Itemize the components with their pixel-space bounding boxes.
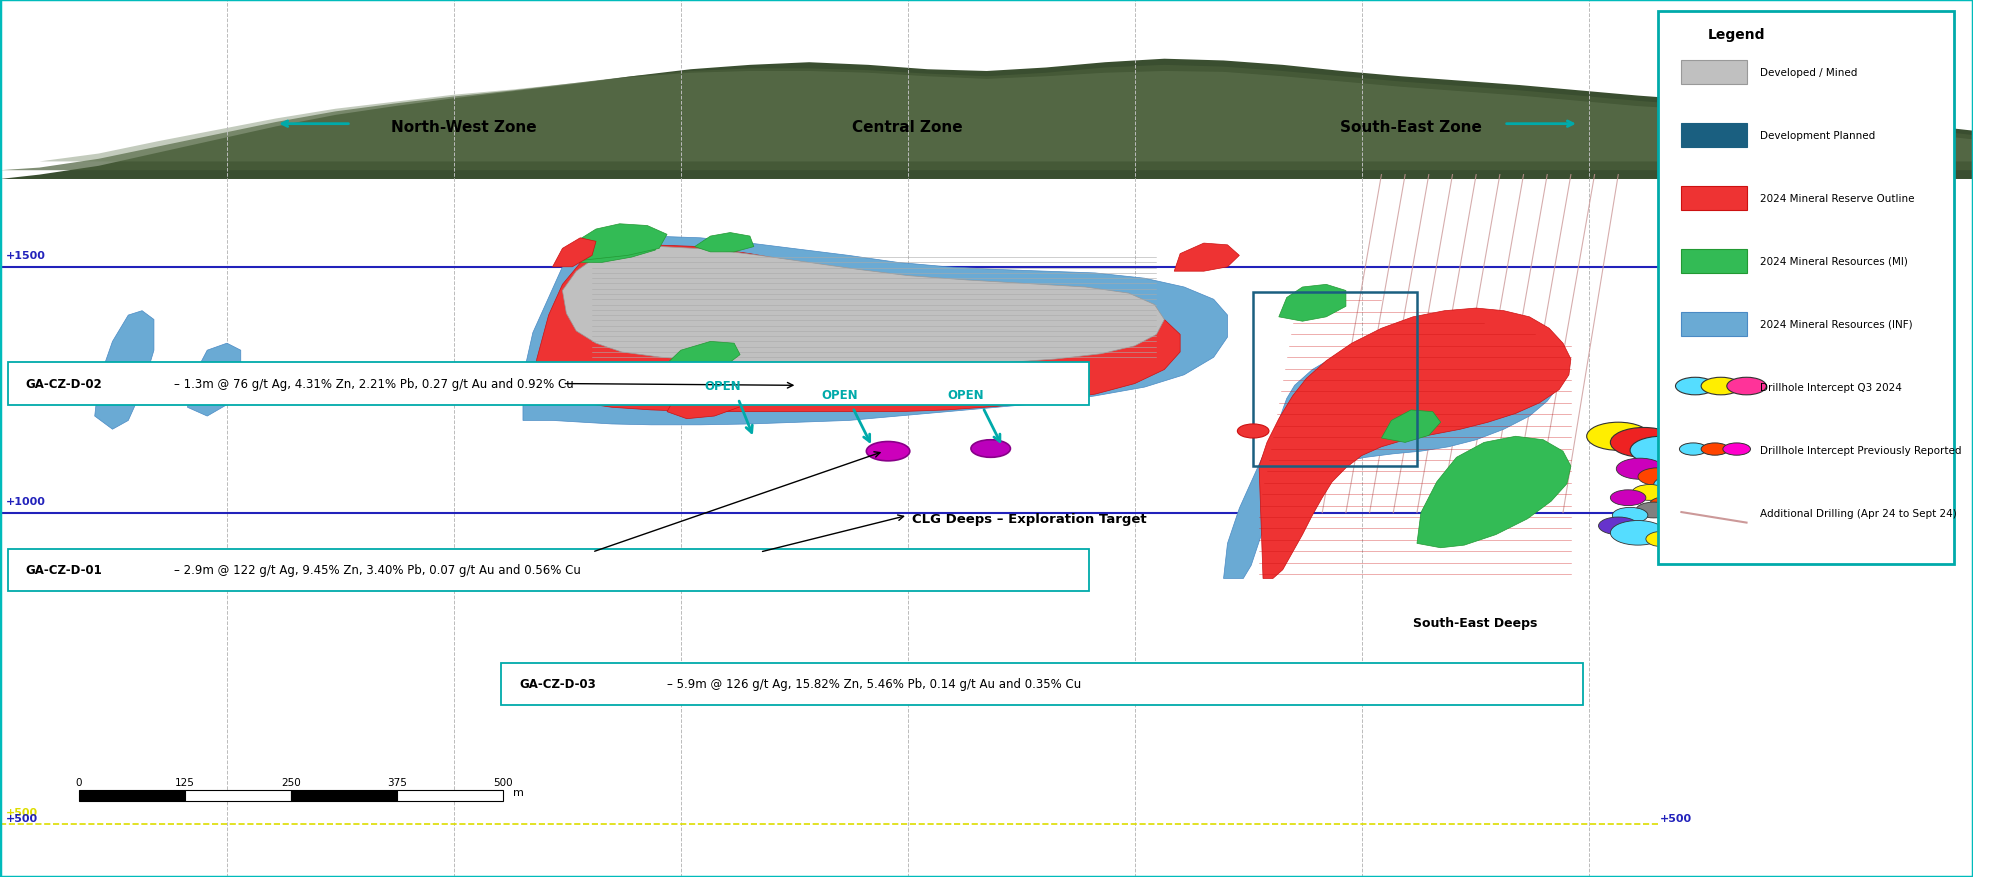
- Text: CLG Deeps – Exploration Target: CLG Deeps – Exploration Target: [911, 513, 1146, 525]
- Text: South-East Deeps: South-East Deeps: [1413, 617, 1537, 629]
- Circle shape: [1722, 444, 1750, 456]
- Polygon shape: [0, 72, 1973, 162]
- Bar: [291, 790, 397, 801]
- Polygon shape: [1258, 309, 1571, 579]
- Circle shape: [1654, 476, 1694, 494]
- Text: South-East Zone: South-East Zone: [1341, 119, 1481, 135]
- Bar: [1682, 187, 1746, 211]
- Text: North-West Zone: North-West Zone: [391, 119, 536, 135]
- Text: OPEN: OPEN: [704, 380, 741, 393]
- Bar: [78, 790, 185, 801]
- Circle shape: [1598, 517, 1638, 535]
- Text: OPEN: OPEN: [1682, 412, 1718, 425]
- Circle shape: [1702, 444, 1728, 456]
- Polygon shape: [562, 247, 1164, 367]
- Circle shape: [1610, 521, 1666, 545]
- Circle shape: [1726, 378, 1766, 396]
- Text: +1500: +1500: [6, 251, 46, 260]
- Polygon shape: [666, 342, 741, 370]
- Circle shape: [867, 442, 909, 461]
- Text: – 5.9m @ 126 g/t Ag, 15.82% Zn, 5.46% Pb, 0.14 g/t Au and 0.35% Cu: – 5.9m @ 126 g/t Ag, 15.82% Zn, 5.46% Pb…: [666, 678, 1082, 690]
- Text: +1000: +1000: [6, 496, 46, 506]
- Bar: [1682, 249, 1746, 274]
- Text: Development Planned: Development Planned: [1760, 131, 1877, 140]
- Text: – 1.3m @ 76 g/t Ag, 4.31% Zn, 2.21% Pb, 0.27 g/t Au and 0.92% Cu: – 1.3m @ 76 g/t Ag, 4.31% Zn, 2.21% Pb, …: [175, 378, 574, 390]
- FancyBboxPatch shape: [8, 363, 1090, 405]
- Text: Additional Drilling (Apr 24 to Sept 24): Additional Drilling (Apr 24 to Sept 24): [1760, 509, 1957, 518]
- Text: 375: 375: [387, 777, 407, 787]
- Bar: [1682, 61, 1746, 85]
- Text: +1500: +1500: [1660, 251, 1700, 260]
- Text: Developed / Mined: Developed / Mined: [1760, 68, 1858, 78]
- Text: GA-CZ-D-01: GA-CZ-D-01: [26, 564, 102, 576]
- Polygon shape: [0, 66, 1973, 171]
- Circle shape: [1660, 540, 1696, 556]
- Text: 2024 Mineral Resources (MI): 2024 Mineral Resources (MI): [1760, 257, 1909, 267]
- Text: 2024 Mineral Reserve Outline: 2024 Mineral Reserve Outline: [1760, 194, 1915, 203]
- Polygon shape: [562, 225, 666, 263]
- Bar: [397, 790, 504, 801]
- Polygon shape: [556, 232, 660, 263]
- Text: +500: +500: [6, 813, 38, 823]
- Circle shape: [779, 376, 823, 396]
- Circle shape: [1612, 508, 1648, 524]
- Polygon shape: [94, 311, 155, 430]
- Text: GA-CZ-D-03: GA-CZ-D-03: [520, 678, 596, 690]
- Polygon shape: [1381, 410, 1441, 443]
- Text: OPEN: OPEN: [947, 389, 983, 402]
- Polygon shape: [532, 246, 1180, 412]
- Text: Drillhole Intercept Q3 2024: Drillhole Intercept Q3 2024: [1760, 382, 1903, 393]
- Circle shape: [1238, 424, 1268, 438]
- Bar: [1682, 312, 1746, 337]
- Text: OPEN: OPEN: [821, 389, 857, 402]
- Text: 500: 500: [494, 777, 514, 787]
- Text: m: m: [514, 787, 524, 797]
- Bar: [0, 0, 1973, 180]
- Text: – 2.9m @ 122 g/t Ag, 9.45% Zn, 3.40% Pb, 0.07 g/t Au and 0.56% Cu: – 2.9m @ 122 g/t Ag, 9.45% Zn, 3.40% Pb,…: [175, 564, 580, 576]
- Circle shape: [1680, 444, 1708, 456]
- Polygon shape: [1174, 244, 1240, 272]
- Polygon shape: [552, 239, 596, 267]
- Polygon shape: [1224, 320, 1563, 579]
- Circle shape: [1630, 437, 1694, 465]
- Circle shape: [1616, 459, 1664, 480]
- Bar: [1682, 124, 1746, 148]
- Text: 0: 0: [76, 777, 82, 787]
- FancyBboxPatch shape: [8, 549, 1090, 591]
- Text: +1000: +1000: [1660, 496, 1700, 506]
- Polygon shape: [1278, 285, 1347, 322]
- Circle shape: [1632, 485, 1668, 501]
- Circle shape: [1588, 423, 1650, 451]
- Text: 2024 Mineral Resources (INF): 2024 Mineral Resources (INF): [1760, 319, 1913, 330]
- Text: GA-CZ-D-02: GA-CZ-D-02: [26, 378, 102, 390]
- Circle shape: [1676, 378, 1714, 396]
- Circle shape: [1610, 428, 1678, 458]
- Text: Legend: Legend: [1708, 28, 1766, 42]
- Polygon shape: [0, 60, 1973, 180]
- Text: 250: 250: [281, 777, 301, 787]
- Circle shape: [1646, 531, 1682, 547]
- Circle shape: [1650, 497, 1682, 511]
- Bar: [185, 790, 291, 801]
- Text: +500: +500: [1660, 813, 1692, 823]
- Text: 125: 125: [175, 777, 195, 787]
- Circle shape: [1610, 490, 1646, 506]
- Polygon shape: [694, 233, 755, 253]
- FancyBboxPatch shape: [502, 663, 1584, 705]
- Polygon shape: [524, 237, 1228, 425]
- Circle shape: [971, 440, 1010, 458]
- Circle shape: [1638, 468, 1678, 486]
- Text: +500: +500: [6, 808, 38, 817]
- Text: Central Zone: Central Zone: [853, 119, 963, 135]
- Text: Drillhole Intercept Previously Reported: Drillhole Intercept Previously Reported: [1760, 446, 1963, 455]
- Polygon shape: [666, 367, 767, 419]
- Circle shape: [1702, 378, 1740, 396]
- FancyBboxPatch shape: [1658, 12, 1953, 565]
- Circle shape: [1636, 503, 1672, 518]
- Polygon shape: [1417, 437, 1571, 548]
- Text: OPEN: OPEN: [1692, 515, 1728, 528]
- Polygon shape: [187, 344, 241, 417]
